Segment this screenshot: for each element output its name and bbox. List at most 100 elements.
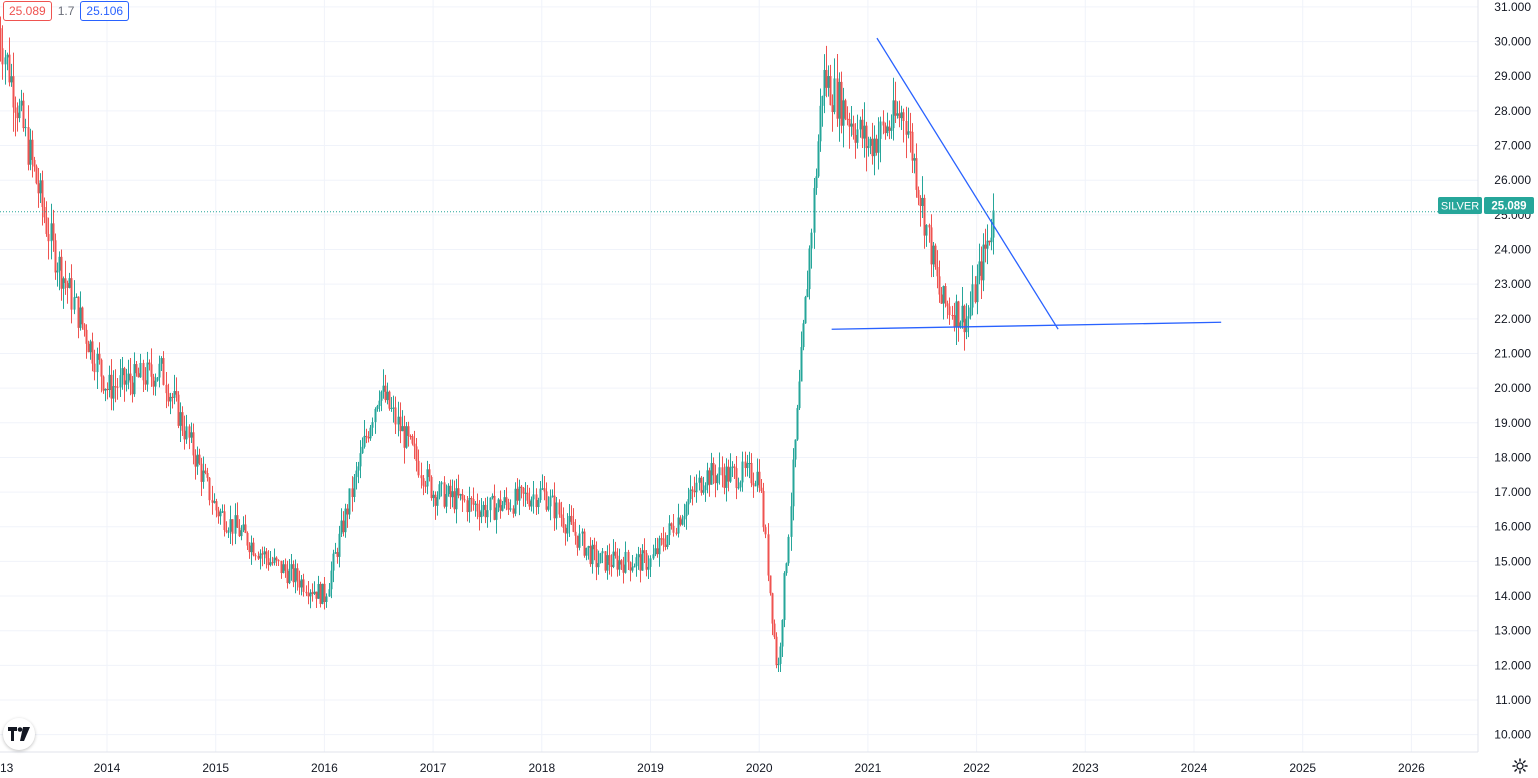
candle-body [420,475,423,479]
candle-body [549,496,552,507]
tradingview-logo-icon[interactable] [3,718,35,750]
candle-body [875,138,878,153]
candle-body [300,579,303,588]
bid-price[interactable]: 25.089 [3,1,52,21]
candle-body [643,550,646,554]
candle-body [173,391,176,398]
candle-body [104,388,107,391]
candle-body [154,380,157,387]
candle-body [137,373,140,378]
candle-body [601,551,604,554]
candle-body [992,210,995,238]
candle-body [683,516,686,520]
candle-body [859,119,862,130]
candle-body [675,532,678,534]
candle-body [902,112,905,121]
candle-body [562,517,565,528]
candle-body [215,501,218,511]
candle-body [507,502,510,510]
candle-body [957,301,960,328]
candle-body [583,531,586,556]
time-tick-label: 2014 [94,761,121,775]
candle-body [700,477,703,493]
candle-body [6,54,9,58]
price-axis[interactable]: 10.000 11.000 12.000 13.000 14.000 15.000 16.0… [1477,0,1538,778]
candle-body [530,499,533,507]
candle-body [127,373,130,381]
candle-body [102,376,105,391]
price-tick-label: 21.000 [1494,346,1531,360]
candle-body [292,564,295,583]
candle-body [614,551,617,556]
candle-body [852,123,855,135]
candle-body [369,427,372,439]
candle-body [555,502,558,519]
candle-body [348,488,351,515]
candle-body [179,412,182,426]
candle-body [576,535,579,548]
candle-body [417,460,420,476]
candle-body [290,564,293,569]
candle-body [200,463,203,482]
candle-body [882,121,885,126]
candle-body [744,461,747,469]
candle-body [374,408,377,423]
candle-body [265,551,268,559]
candle-body [777,663,780,666]
price-tick-label: 11.000 [1495,693,1531,707]
time-tick-label: 2017 [420,761,447,775]
candle-body [125,380,128,385]
candle-body [687,499,690,505]
candle-body [773,623,776,637]
candle-body [70,278,73,310]
candle-body [177,394,180,426]
candle-body [359,453,362,467]
candle-body [535,494,538,508]
candle-body [244,524,247,533]
candle-body [718,467,721,476]
candle-body [754,485,757,487]
candle-body [622,564,625,573]
candle-body [771,593,774,624]
candle-body [491,495,494,498]
time-axis[interactable]: 13 2014 2015 2016 2017 2018 2019 2020 2021 2022 20… [0,751,1478,775]
candle-body [509,508,512,510]
candle-body [315,591,318,599]
candle-body [56,270,59,273]
candle-body [204,470,207,474]
candle-body [248,545,251,553]
candle-body [108,374,111,391]
candle-body [344,508,347,533]
ask-price[interactable]: 25.106 [80,1,130,21]
candle-body [455,488,458,510]
candle-body [472,499,475,505]
candle-body [702,490,705,493]
candle-body [271,562,274,564]
candle-body [522,487,525,494]
candle-body [524,492,527,494]
candle-body [175,391,178,395]
candle-body [77,296,80,328]
candle-body [495,507,498,520]
candle-body [787,536,790,564]
candle-body [426,469,429,487]
candle-body [394,407,397,425]
candle-body [831,105,834,113]
candle-body [484,504,487,518]
candle-body [436,497,439,506]
candle-body [612,551,615,567]
candle-body [821,96,824,106]
candle-body [480,509,483,518]
candle-body [66,283,69,288]
candle-body [305,591,308,594]
tradingview-logo-glyph [8,727,30,741]
candle-body [219,511,222,517]
candle-body [221,511,224,513]
candle-body [815,176,818,188]
candle-body [911,131,914,161]
candle-body [796,408,799,440]
candle-body [539,488,542,501]
candle-body [390,408,393,410]
gear-icon[interactable] [1511,757,1529,775]
